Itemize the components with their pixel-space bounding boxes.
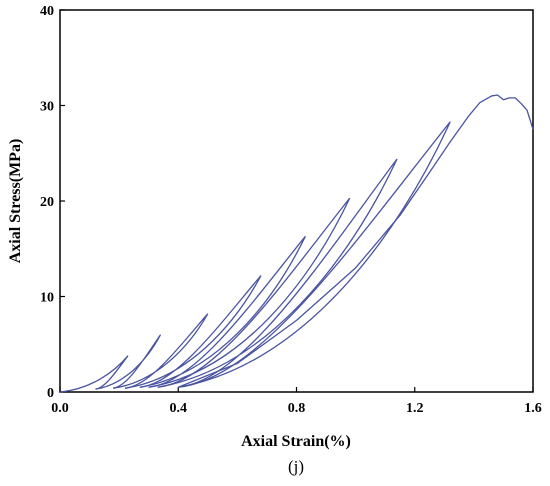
y-tick-label: 10 — [40, 291, 54, 306]
hysteresis-loop — [113, 313, 209, 389]
x-axis-ticks: 0.0 0.4 0.8 1.2 1.6 — [51, 387, 542, 416]
y-tick-label: 30 — [40, 100, 54, 115]
y-tick-label: 0 — [47, 386, 54, 401]
hysteresis-loop — [148, 197, 351, 388]
x-tick-label: 0.0 — [51, 401, 69, 416]
hysteresis-loop — [139, 235, 306, 388]
hysteresis-loop — [59, 355, 129, 393]
y-axis-title: Axial Stress(MPa) — [7, 139, 24, 264]
x-tick-label: 0.4 — [170, 401, 188, 416]
y-tick-label: 20 — [40, 195, 54, 210]
plot-frame — [59, 9, 534, 393]
y-tick-label: 40 — [40, 4, 54, 19]
stress-strain-curves — [59, 94, 534, 393]
panel-label: (j) — [288, 457, 304, 476]
hysteresis-loop — [157, 158, 398, 388]
x-tick-label: 0.8 — [288, 401, 306, 416]
x-axis-title: Axial Strain(%) — [241, 433, 351, 450]
x-tick-label: 1.2 — [406, 401, 424, 416]
hysteresis-loop — [178, 121, 451, 388]
x-tick-label: 1.6 — [524, 401, 542, 416]
hysteresis-loop — [95, 334, 162, 390]
failure-envelope-line — [178, 94, 534, 388]
y-axis-ticks: 0 10 20 30 40 — [40, 4, 65, 401]
hysteresis-loop — [124, 275, 262, 389]
